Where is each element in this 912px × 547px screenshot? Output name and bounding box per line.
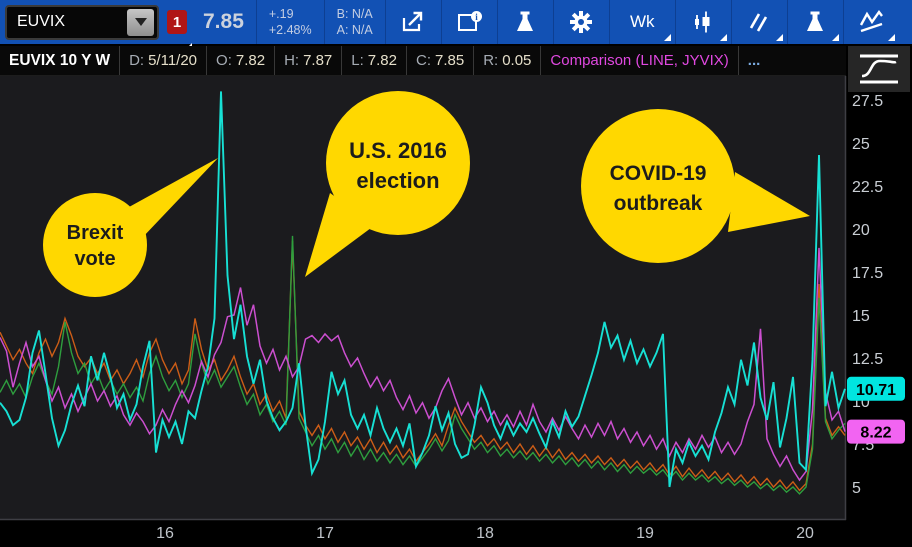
bid-ask-block: B: N/A A: N/A (323, 0, 385, 44)
chart-type-button[interactable] (674, 0, 731, 44)
field-value: 5/11/20 (148, 52, 198, 69)
corner-triangle-icon (775, 34, 783, 41)
price-badge-euvix[interactable] (847, 376, 905, 401)
x-axis-tick: 17 (316, 525, 334, 542)
field-value: 7.85 (435, 52, 465, 69)
field-label: R: (483, 52, 499, 69)
period-label: Wk (629, 12, 655, 31)
studies-flask-icon (807, 11, 824, 31)
ohlc-field: O: 7.82 (207, 46, 276, 75)
field-label: C: (416, 52, 431, 69)
last-price: 7.85 (203, 10, 244, 33)
bid-value: B: N/A (336, 7, 373, 21)
y-axis-tick: 22.5 (852, 179, 883, 196)
ohlc-field: C: 7.85 (407, 46, 475, 75)
settings-button[interactable] (552, 0, 609, 44)
patterns-button[interactable] (842, 0, 899, 44)
y-axis-tick: 5 (852, 480, 861, 497)
y-axis-tick: 27.5 (852, 93, 883, 110)
y-axis-tick: 15 (852, 308, 870, 325)
x-axis-tick: 16 (156, 525, 174, 542)
callout-tail (120, 158, 218, 238)
more-ellipsis[interactable]: ... (747, 52, 761, 69)
y-axis-tick: 17.5 (852, 265, 883, 282)
chart-title: EUVIX 10 Y W (0, 46, 121, 75)
callout-text: COVID-19 (610, 162, 707, 185)
field-value: 7.82 (235, 52, 266, 69)
field-label: H: (284, 52, 300, 69)
x-axis-tick: 19 (636, 525, 654, 542)
linked-group-badge[interactable]: 1 (167, 10, 187, 34)
x-axis-tick: 20 (796, 525, 814, 542)
series-line-euvix (0, 91, 846, 488)
price-badge-value: 10.71 (856, 382, 896, 399)
field-label: O: (216, 52, 232, 69)
analyze-button[interactable] (496, 0, 553, 44)
callout-text: vote (74, 248, 115, 270)
field-label: D: (129, 52, 145, 69)
svg-text:i: i (475, 12, 478, 22)
callout-text: outbreak (614, 192, 703, 215)
settings-gear-icon (570, 11, 593, 33)
patterns-zigzag-icon (860, 9, 884, 33)
callout-text: Brexit (67, 222, 124, 244)
ohlc-fields: D: 5/11/20 O: 7.82 H: 7.87 L: 7.82 C: 7.85 R: 0.05 (120, 46, 542, 75)
field-value: 7.87 (303, 52, 333, 69)
dropdown-arrow-icon (134, 18, 147, 26)
corner-triangle-icon (663, 34, 671, 41)
drawings-slashes-icon (750, 13, 768, 32)
analyze-flask-icon (517, 11, 534, 31)
notes-button[interactable]: i (440, 0, 497, 44)
price-badge-jyvix[interactable] (847, 419, 905, 444)
drawings-button[interactable] (730, 0, 787, 44)
ohlc-field: D: 5/11/20 (120, 46, 208, 75)
field-value: 0.05 (502, 52, 532, 69)
callout-text: election (356, 168, 439, 193)
y-axis-tick: 20 (852, 222, 870, 239)
x-axis-tick: 18 (476, 525, 494, 542)
callout-bubble (581, 109, 735, 263)
callout-bubble (326, 91, 470, 235)
share-icon (403, 11, 423, 32)
comparison-label[interactable]: Comparison (LINE, JYVIX) (541, 46, 739, 75)
symbol-input[interactable]: EUVIX (5, 4, 159, 40)
symbol-text[interactable]: EUVIX (17, 13, 66, 30)
chart-status-row: EUVIX 10 Y W D: 5/11/20 O: 7.82 H: 7.87 L: 7.82… (0, 46, 846, 76)
corner-triangle-icon (831, 34, 839, 41)
field-label: L: (351, 52, 364, 69)
symbol-selector: EUVIX (0, 0, 159, 44)
y-axis-tick: 12.5 (852, 351, 883, 368)
change-block: +.19 +2.48% (255, 0, 324, 44)
change-value: +.19 (268, 7, 294, 21)
ohlc-field: R: 0.05 (474, 46, 542, 75)
callout-text: U.S. 2016 (349, 138, 447, 163)
corner-triangle-icon (719, 34, 727, 41)
ask-value: A: N/A (336, 23, 373, 37)
corner-triangle-icon (887, 34, 895, 41)
ohlc-field: H: 7.87 (275, 46, 343, 75)
series-line-green-comparison (0, 235, 846, 495)
top-toolbar: EUVIX 1 7.85 +.19 +2.48% B: N/A A: N/A (0, 0, 912, 51)
symbol-dropdown-button[interactable] (127, 8, 154, 36)
chart-type-candle-icon (695, 11, 710, 33)
field-value: 7.82 (367, 52, 397, 69)
linked-group-badge-wrap: 1 (167, 10, 192, 51)
notes-info-icon: i (457, 11, 482, 31)
period-button[interactable]: Wk (608, 0, 675, 44)
change-percent: +2.48% (268, 23, 312, 37)
callout-tail (728, 172, 810, 232)
y-axis-tick: 25 (852, 136, 870, 153)
studies-button[interactable] (786, 0, 843, 44)
curve-mode-button[interactable] (848, 46, 910, 92)
scurve-chart-mode-icon (860, 54, 898, 84)
callout-bubble (43, 193, 147, 297)
ohlc-field: L: 7.82 (342, 46, 407, 75)
series-line-jyvix (0, 247, 846, 482)
share-button[interactable] (384, 0, 441, 44)
price-badge-value: 8.22 (860, 425, 891, 442)
